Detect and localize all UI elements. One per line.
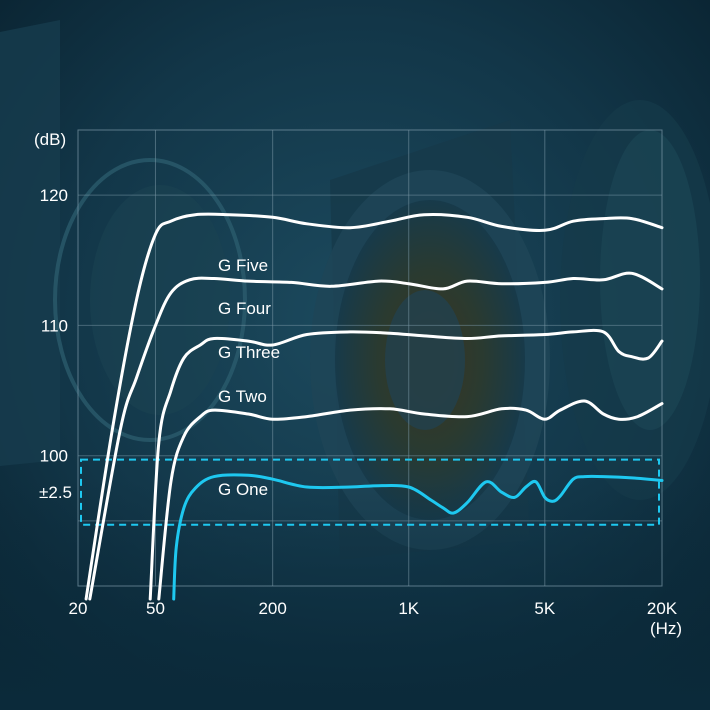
series-label-g-two: G Two xyxy=(218,387,267,406)
x-tick-label: 5K xyxy=(534,599,555,618)
series-label-g-four: G Four xyxy=(218,299,271,318)
y-tick-label: 120 xyxy=(40,186,68,205)
tolerance-band-label: ±2.5 xyxy=(39,483,72,502)
series-line-g-five xyxy=(86,214,662,599)
series-line-g-three xyxy=(150,330,662,599)
x-axis-unit-label: (Hz) xyxy=(650,619,682,638)
series-line-g-two xyxy=(159,401,662,599)
series-label-g-one: G One xyxy=(218,480,268,499)
x-tick-label: 200 xyxy=(258,599,286,618)
series-label-g-three: G Three xyxy=(218,343,280,362)
x-tick-label: 20 xyxy=(69,599,88,618)
x-tick-label: 50 xyxy=(146,599,165,618)
y-tick-label: 110 xyxy=(41,316,68,335)
x-tick-label: 20K xyxy=(647,599,678,618)
series-group: G Five G Four G Three G Two G One xyxy=(86,214,662,599)
series-label-g-five: G Five xyxy=(218,256,268,275)
y-tick-label: 100 xyxy=(40,447,68,466)
x-tick-label: 1K xyxy=(398,599,419,618)
y-axis-unit-label: (dB) xyxy=(34,130,66,149)
